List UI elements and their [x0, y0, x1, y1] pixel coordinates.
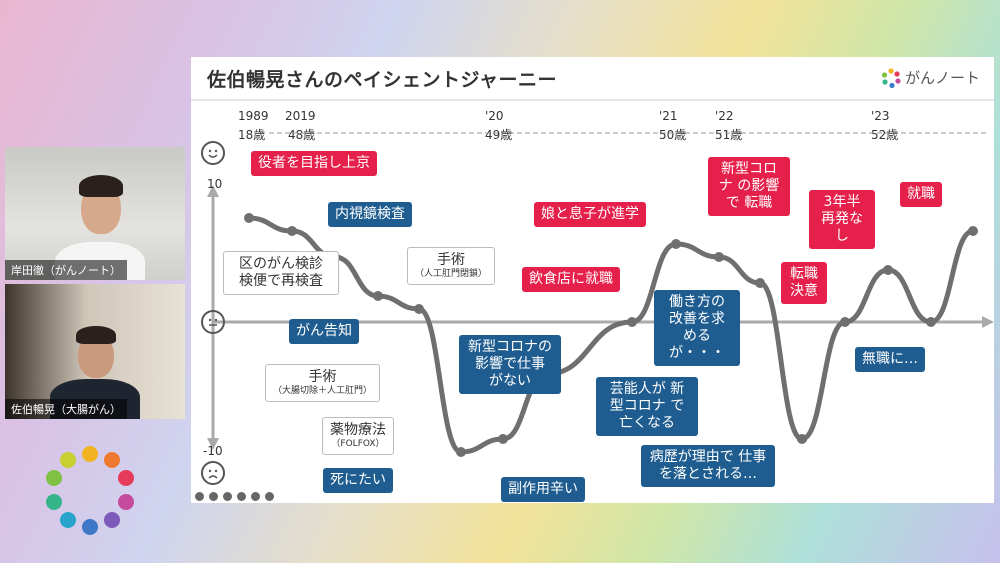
callout-side-effects: 副作用辛い	[501, 477, 585, 502]
year-label: '21	[659, 109, 678, 123]
callout-decide-change: 転職 決意	[781, 262, 827, 304]
journey-point	[627, 317, 637, 327]
participant-tile-2[interactable]: 佐伯暢晃（大腸がん）	[5, 284, 185, 419]
callout-sub: （人工肛門閉鎖）	[415, 269, 488, 279]
happy-face-icon	[201, 141, 225, 165]
journey-point	[671, 239, 681, 249]
journey-point	[244, 213, 254, 223]
next-slide-icon[interactable]	[265, 492, 274, 501]
y-axis-arrow-down	[207, 438, 219, 450]
journey-points	[244, 213, 978, 457]
year-label: 2019	[285, 109, 316, 123]
journey-chart	[207, 132, 994, 457]
callout-sub: （大腸切除＋人工肛門）	[273, 386, 373, 396]
age-label: 48歳	[288, 128, 316, 142]
callout-sub: （FOLFOX）	[331, 439, 385, 449]
journey-point	[373, 291, 383, 301]
journey-point	[883, 265, 893, 275]
callout-label: 手術	[437, 252, 465, 268]
journey-point	[968, 226, 978, 236]
brand-ring-icon	[881, 67, 901, 88]
year-label: '20	[485, 109, 504, 123]
callout-diagnosis: がん告知	[289, 319, 359, 344]
journey-point	[840, 317, 850, 327]
callout-want-to-die: 死にたい	[323, 468, 393, 493]
options-icon[interactable]	[251, 492, 260, 501]
age-label: 50歳	[659, 128, 687, 142]
year-label: '23	[871, 109, 890, 123]
journey-point	[287, 226, 297, 236]
slide-toolbar	[195, 492, 274, 501]
age-label: 49歳	[485, 128, 513, 142]
callout-no-recurrence: 3年半 再発なし	[809, 190, 875, 249]
callout-label: 手術	[308, 369, 337, 385]
x-axis-arrow	[982, 316, 994, 328]
y-axis-arrow-up	[207, 185, 219, 197]
person-hair	[76, 326, 116, 344]
journey-point	[498, 434, 508, 444]
grid-icon[interactable]	[223, 492, 232, 501]
callout-restaurant-job: 飲食店に就職	[522, 267, 620, 292]
age-label: 52歳	[871, 128, 899, 142]
callout-endoscopy: 内視鏡検査	[328, 202, 412, 227]
participant-name: 岸田徹（がんノート）	[5, 260, 127, 280]
callout-chemotherapy: 薬物療法 （FOLFOX）	[322, 417, 394, 455]
journey-point	[926, 317, 936, 327]
pen-icon[interactable]	[209, 492, 218, 501]
journey-point	[755, 278, 765, 288]
callout-no-work-covid: 新型コロナの 影響で仕事 がない	[459, 335, 561, 394]
prev-slide-icon[interactable]	[195, 492, 204, 501]
sad-face-icon	[201, 461, 225, 485]
callout-unemployed: 無職に…	[855, 347, 925, 372]
journey-point	[456, 447, 466, 457]
zoom-icon[interactable]	[237, 492, 246, 501]
y-tick-bottom: -10	[203, 444, 223, 458]
participant-name: 佐伯暢晃（大腸がん）	[5, 399, 127, 419]
presentation-slide: 佐伯暢晃さんのペイシェントジャーニー がんノート 1989 2019 '20 '…	[191, 57, 994, 503]
age-label: 18歳	[238, 128, 266, 142]
journey-point	[414, 304, 424, 314]
ring-logo-icon	[46, 446, 134, 535]
slide-title: 佐伯暢晃さんのペイシェントジャーニー	[207, 69, 558, 91]
brand-logo: がんノート	[881, 67, 980, 88]
journey-point	[797, 434, 807, 444]
title-divider	[191, 99, 994, 101]
callout-rejected-history: 病歴が理由で 仕事を落とされる…	[641, 445, 775, 487]
neutral-face-icon	[201, 310, 225, 334]
age-label: 51歳	[715, 128, 743, 142]
person-hair	[79, 175, 123, 197]
year-label: '22	[715, 109, 734, 123]
callout-celebrity-covid: 芸能人が 新型コロナ で亡くなる	[596, 377, 698, 436]
journey-point	[714, 252, 724, 262]
callout-move-to-tokyo: 役者を目指し上京	[251, 151, 377, 176]
callout-job-change-covid: 新型コロナ の影響で 転職	[708, 157, 790, 216]
year-label: 1989	[238, 109, 269, 123]
participant-tile-1[interactable]: 岸田徹（がんノート）	[5, 147, 185, 280]
callout-cancer-screening: 区のがん検診 検便で再検査	[223, 251, 339, 295]
callout-label: 薬物療法	[330, 422, 386, 438]
brand-name: がんノート	[904, 69, 980, 87]
callout-surgery-resection: 手術 （大腸切除＋人工肛門）	[265, 364, 381, 402]
callout-surgery-closure: 手術 （人工肛門閉鎖）	[407, 247, 496, 285]
callout-work-improvement: 働き方の 改善を求 めるが・・・	[654, 290, 740, 366]
y-tick-top: 10	[207, 177, 223, 191]
callout-children-school: 娘と息子が進学	[534, 202, 646, 227]
callout-employed: 就職	[900, 182, 942, 207]
